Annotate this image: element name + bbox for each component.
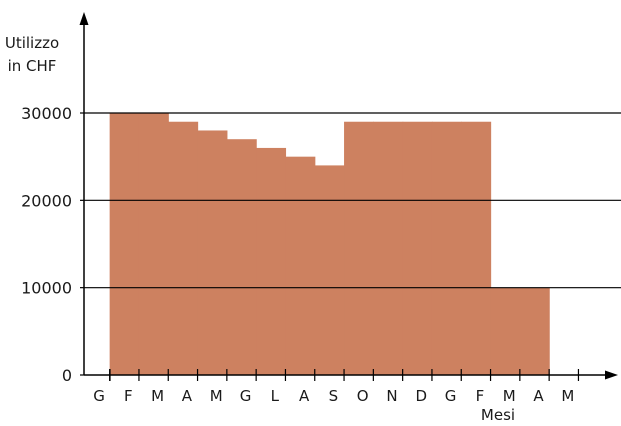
y-axis-arrow: [79, 12, 89, 25]
x-axis-label: Mesi: [481, 406, 515, 424]
y-tick-label: 0: [62, 366, 72, 385]
gridlines: [84, 112, 621, 289]
x-tick-label: A: [299, 387, 310, 405]
x-axis-arrow: [605, 370, 618, 380]
x-tick-label: G: [240, 387, 252, 405]
y-axis-label-line-2: in CHF: [8, 57, 57, 75]
area-step: [402, 121, 433, 375]
area-step: [109, 113, 140, 375]
x-tick-label: G: [93, 387, 105, 405]
area-step: [344, 121, 374, 375]
area-step: [226, 139, 257, 375]
y-tick-label: 10000: [21, 279, 72, 298]
x-tick-label: M: [503, 387, 516, 405]
x-tick-label: F: [476, 387, 485, 405]
area-step: [461, 121, 492, 375]
area-step: [373, 121, 404, 375]
area-step: [431, 121, 462, 375]
area-step: [138, 113, 169, 375]
y-tick-label: 30000: [21, 104, 72, 123]
y-ticks: 0 10000 20000 30000: [21, 104, 84, 385]
x-tick-label: A: [533, 387, 544, 405]
area-step: [168, 121, 199, 375]
x-tick-label: D: [416, 387, 428, 405]
area-step: [519, 287, 550, 375]
area-step: [314, 165, 345, 375]
x-tick-label: S: [329, 387, 339, 405]
x-tick-label: F: [124, 387, 133, 405]
x-tick-label: M: [210, 387, 223, 405]
x-tick-label: G: [445, 387, 457, 405]
x-tick-label: M: [561, 387, 574, 405]
area-steps: [109, 113, 550, 375]
y-tick-label: 20000: [21, 191, 72, 210]
x-tick-label: N: [386, 387, 397, 405]
x-tick-label: M: [151, 387, 164, 405]
x-tick-label: O: [357, 387, 369, 405]
area-step: [256, 147, 287, 375]
area-step: [490, 287, 521, 375]
area-step: [285, 156, 316, 375]
x-tick-label: L: [271, 387, 280, 405]
y-axis-label-line-1: Utilizzo: [5, 34, 59, 52]
x-tick-label: A: [182, 387, 193, 405]
area-step: [197, 130, 228, 375]
